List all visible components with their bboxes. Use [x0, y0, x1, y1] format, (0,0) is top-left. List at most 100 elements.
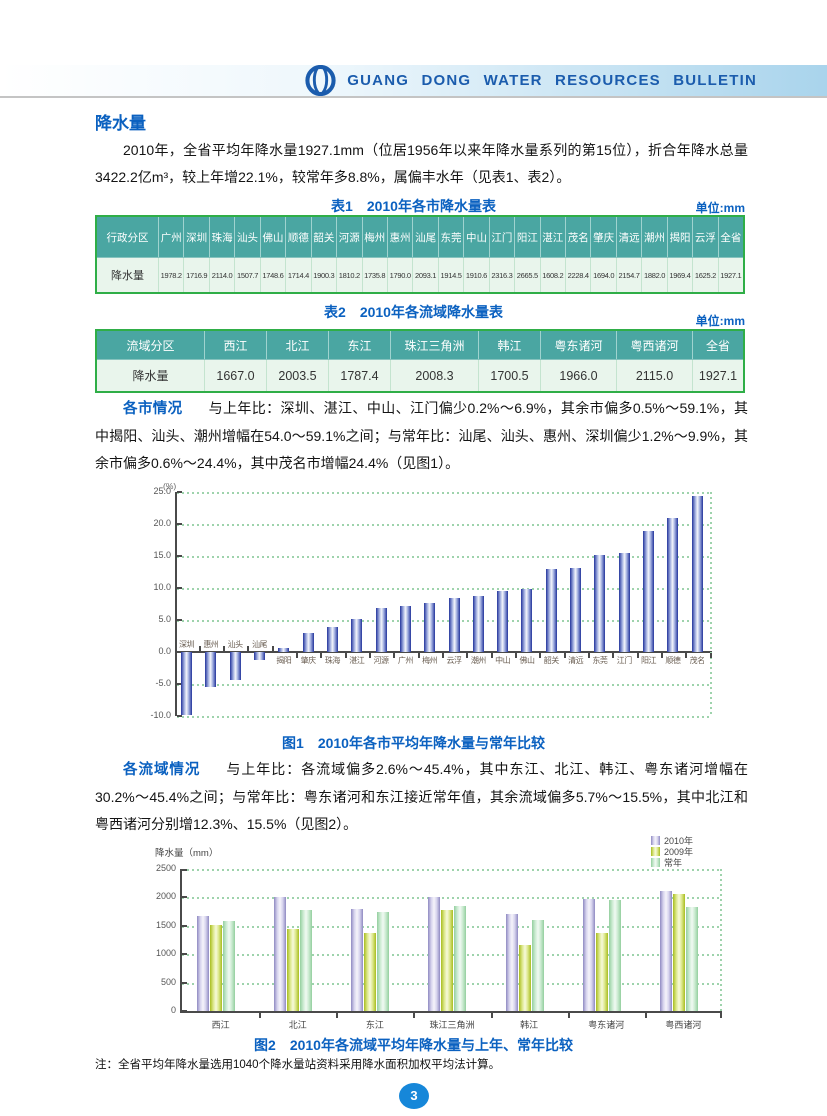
fig1-category-label: 潮州 — [470, 656, 487, 665]
table1-cell: 2228.4 — [566, 258, 592, 292]
fig2-bar-2010 — [582, 899, 595, 1011]
table1-column-header: 潮州 — [642, 217, 668, 257]
fig1-axis-tick — [320, 653, 323, 658]
fig1-yaxis-tick — [177, 523, 182, 525]
table1-column-header: 广州 — [159, 217, 185, 257]
fig1-axis-tick — [514, 653, 517, 658]
fig1-axis-tick — [442, 653, 444, 658]
fig1-category-label: 云浮 — [446, 656, 463, 665]
table1-column-header: 汕尾 — [413, 217, 439, 257]
fig1-category-label: 韶关 — [543, 656, 560, 665]
table1-cell: 1748.6 — [261, 258, 287, 292]
fig2-axis-tick — [413, 1013, 416, 1018]
fig1-category-label: 汕尾 — [251, 640, 268, 649]
fig1-bar — [448, 598, 460, 652]
table2-column-header: 西江 — [205, 331, 267, 359]
table1-column-header: 肇庆 — [591, 217, 617, 257]
fig1-axis-tick — [271, 646, 274, 651]
fig1-gridline — [177, 524, 712, 526]
fig1-zero-axis — [177, 651, 712, 653]
fig1-bar — [521, 588, 533, 652]
fig1-category-label: 珠海 — [324, 656, 341, 665]
table2-header-row: 流域分区 西江 北江 东江 珠江三角洲 韩江 粤东诸河 粤西诸河 全省 — [97, 331, 743, 359]
fig1-axis-tick — [344, 653, 347, 658]
fig2-yaxis-tick — [182, 953, 187, 956]
legend-swatch-icon — [651, 858, 660, 867]
fig1-bar — [691, 495, 703, 652]
table1-value-row: 降水量 1978.2 1716.9 2114.0 1507.7 1748.6 1714.4 1… — [97, 257, 743, 292]
fig1-category-label: 河源 — [373, 656, 390, 665]
table1-cell: 2316.3 — [490, 258, 516, 292]
fig1-category-label: 汕头 — [227, 640, 244, 649]
fig2-chart: 2500 2000 1500 1000 500 0 西江 北江 东江 珠江三角洲 韩江 粤东诸河 粤西诸… — [156, 863, 722, 1030]
fig2-bar-normal — [300, 909, 313, 1011]
fig1-bar — [351, 619, 363, 652]
table1-column-header: 清远 — [617, 217, 643, 257]
fig2-bar-normal — [685, 907, 698, 1011]
table1-cell: 2093.1 — [413, 258, 439, 292]
table1-cell: 2665.5 — [515, 258, 541, 292]
fig1-category-label: 揭阳 — [276, 656, 292, 665]
table1-cell: 1694.0 — [591, 258, 617, 292]
legend-label: 常年 — [664, 858, 683, 868]
fig2-ytick-label: 0 — [170, 1005, 176, 1015]
fig1-ytick-label: 0.0 — [158, 646, 171, 656]
table2-column-header: 全省 — [705, 338, 730, 353]
fig2-axis-tick — [644, 1013, 647, 1018]
basins-section-label: 各流域情况 — [123, 762, 201, 778]
fig2-caption: 图2 2010年各流域平均年降水量与上年、常年比较 — [254, 1037, 573, 1053]
fig1-axis-tick — [636, 653, 639, 658]
table1-column-header: 河源 — [337, 217, 363, 257]
fig2-category-label: 粤东诸河 — [588, 1020, 625, 1030]
fig2-axis-tick — [567, 1013, 570, 1018]
fig1-category-label: 惠州 — [203, 640, 219, 649]
fig2-bar-2009 — [595, 933, 608, 1011]
table1-cell: 1608.2 — [541, 258, 566, 292]
table1-column-header: 阳江 — [515, 217, 541, 257]
table2-column-header: 东江 — [329, 331, 391, 359]
table1-cell: 1625.2 — [693, 258, 719, 292]
fig2-bar-2010 — [274, 897, 287, 1011]
fig1-yaxis-tick — [177, 715, 182, 717]
fig1-bar — [497, 591, 509, 652]
basins-paragraph: 各流域情况 与上年比：各流域偏多2.6%～45.4%，其中东江、北江、韩江、粤东诸… — [95, 756, 748, 838]
table1-column-header: 江门 — [490, 217, 516, 257]
legend-label: 2009年 — [664, 847, 694, 857]
section-title-precipitation: 降水量 — [95, 114, 146, 133]
fig2-category-label: 西江 — [211, 1020, 230, 1030]
fig2-category-label: 珠江三角洲 — [429, 1020, 475, 1030]
fig2-ytick-label: 2500 — [155, 863, 176, 873]
fig2-bar-2010 — [351, 909, 364, 1011]
table2-cell: 2003.5 — [267, 360, 329, 391]
fig1-ytick-label: 25.0 — [153, 486, 171, 496]
fig2-bar-2009 — [441, 909, 454, 1011]
fig2-bar-normal — [608, 900, 621, 1011]
fig2-axis-tick — [720, 1013, 722, 1018]
fig2-bar-normal — [531, 920, 544, 1011]
fig1-axis-tick — [417, 653, 420, 658]
fig1-gridline — [177, 684, 712, 686]
fig1-category-label: 茂名 — [689, 656, 706, 665]
fig2-bar-normal — [454, 905, 467, 1011]
table1-header-row: 行政分区 广州 深圳 珠海 汕头 佛山 顺德 韶关 河源 梅州 惠州 汕尾 东莞 中山 江门 阳江 湛江 茂名 肇庆… — [97, 217, 743, 257]
fig1-axis-tick — [223, 646, 226, 651]
fig2-bar-2009 — [518, 944, 531, 1011]
fig1-axis-tick — [296, 653, 299, 658]
table1-column-header: 深圳 — [184, 217, 210, 257]
table2-cell: 1667.0 — [205, 360, 267, 391]
fig2-gridline — [182, 897, 722, 900]
cities-section-label: 各市情况 — [123, 401, 183, 417]
legend-swatch-icon — [651, 836, 660, 845]
fig1-ytick-label: 15.0 — [153, 550, 171, 560]
fig2-ytick-label: 2000 — [155, 891, 176, 902]
fig1-axis-tick — [709, 653, 712, 658]
fig1-yaxis-unit-label: (%) — [163, 481, 177, 491]
fig1-gridline — [177, 492, 712, 494]
fig1-category-label: 佛山 — [519, 656, 535, 665]
fig2-yaxis-label: 降水量（mm） — [155, 848, 219, 859]
fig1-bar — [181, 652, 192, 716]
table1-column-header: 惠州 — [388, 217, 414, 257]
table2-cell: 2008.3 — [391, 360, 479, 391]
fig2-bar-2010 — [428, 896, 441, 1011]
legend-item: 常年 — [651, 857, 693, 868]
